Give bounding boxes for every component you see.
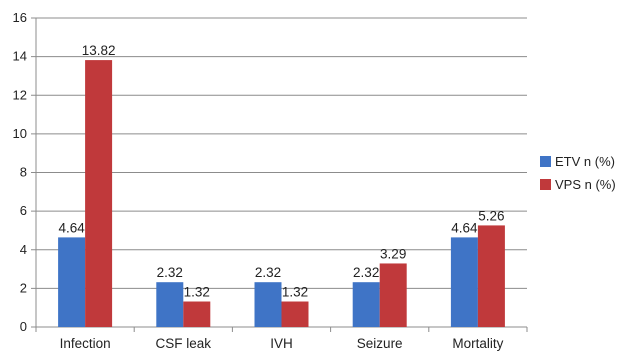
bar-vps [85, 60, 113, 327]
y-tick-label: 10 [13, 126, 27, 141]
bar-etv [450, 237, 478, 327]
y-tick-label: 8 [20, 165, 27, 180]
data-label: 13.82 [82, 43, 116, 58]
data-label: 2.32 [353, 265, 379, 280]
bar-etv [352, 282, 380, 327]
legend-label-vps: VPS n (%) [555, 177, 616, 192]
bars [58, 60, 505, 327]
bar-vps [183, 301, 211, 327]
legend-label-etv: ETV n (%) [555, 154, 615, 169]
data-label: 5.26 [478, 208, 504, 223]
data-label: 2.32 [255, 265, 281, 280]
x-tick-label: IVH [270, 336, 293, 351]
data-label: 2.32 [157, 265, 183, 280]
x-tick-label: Seizure [357, 336, 403, 351]
data-label: 4.64 [58, 220, 85, 235]
bar-vps [281, 301, 309, 327]
data-label: 3.29 [380, 246, 406, 261]
data-labels: 4.6413.822.321.322.321.322.323.294.645.2… [58, 43, 504, 299]
legend-swatch-etv [540, 156, 551, 167]
legend-swatch-vps [540, 179, 551, 190]
bar-etv [156, 282, 184, 327]
bar-vps [477, 225, 505, 327]
y-tick-label: 16 [13, 10, 27, 25]
y-tick-label: 12 [13, 87, 27, 102]
bar-etv [254, 282, 282, 327]
gridlines [36, 17, 527, 289]
x-tick-label: Infection [60, 336, 111, 351]
data-label: 1.32 [184, 285, 210, 300]
x-tick-label: Mortality [452, 336, 503, 351]
y-tick-label: 14 [13, 49, 27, 64]
y-tick-label: 2 [20, 280, 27, 295]
bar-vps [379, 263, 407, 327]
data-label: 1.32 [282, 285, 308, 300]
legend: ETV n (%) VPS n (%) [540, 154, 616, 192]
data-label: 4.64 [451, 220, 478, 235]
y-tick-label: 6 [20, 203, 27, 218]
x-tick-label: CSF leak [156, 336, 212, 351]
axes: 0 2 4 6 8 10 12 14 16 Infection CSF leak IVH Seizure… [13, 10, 528, 351]
bar-etv [58, 237, 86, 327]
y-tick-label: 0 [20, 319, 27, 334]
y-tick-label: 4 [20, 242, 27, 257]
